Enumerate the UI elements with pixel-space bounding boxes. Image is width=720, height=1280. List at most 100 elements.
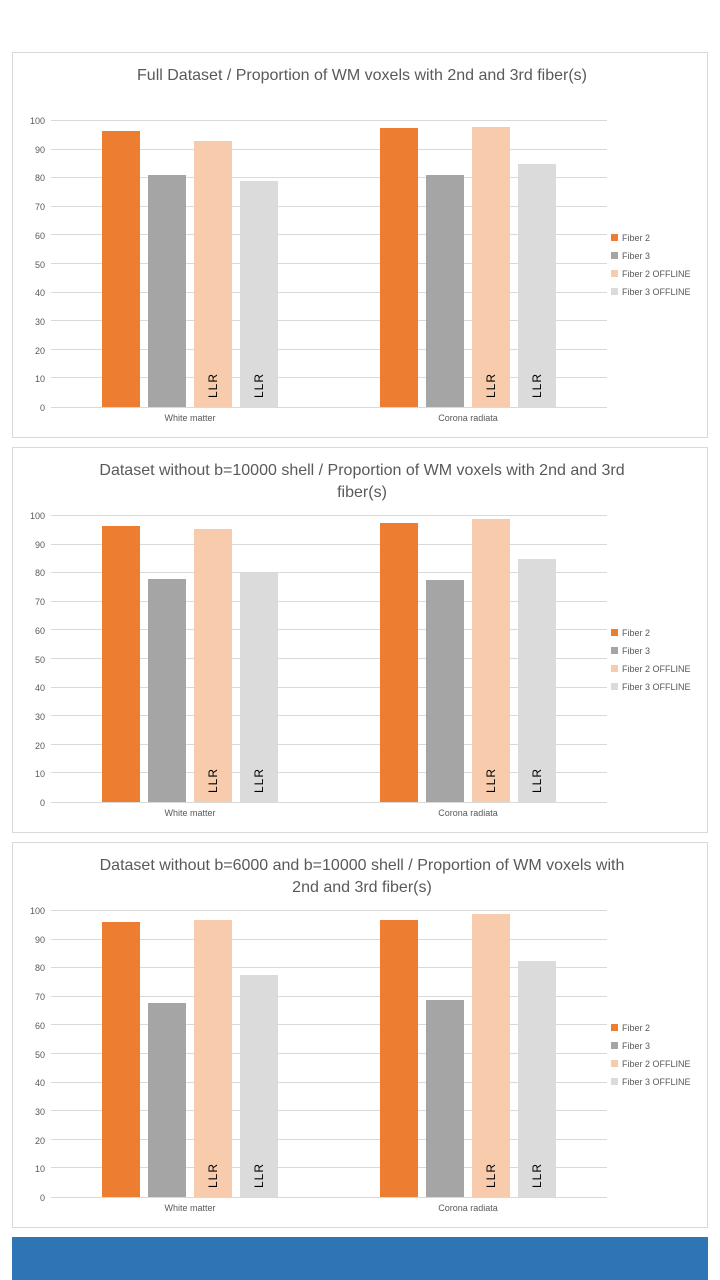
gridline bbox=[51, 1081, 607, 1083]
legend-color-swatch bbox=[611, 1060, 618, 1067]
bar-group: LLR LLR bbox=[51, 121, 329, 407]
gridline bbox=[51, 1053, 607, 1054]
gridline bbox=[51, 1110, 607, 1112]
legend: Fiber 2 Fiber 3 Fiber 2 OFFLINE Fiber 3 OFF… bbox=[607, 516, 703, 803]
footer-bar bbox=[12, 1237, 708, 1280]
gridline bbox=[51, 772, 607, 774]
gridline bbox=[51, 348, 607, 350]
gridline bbox=[51, 715, 607, 717]
bar bbox=[102, 922, 140, 1197]
gridline bbox=[51, 377, 607, 379]
legend: Fiber 2 Fiber 3 Fiber 2 OFFLINE Fiber 3 OFF… bbox=[607, 121, 703, 408]
bar: LLR bbox=[194, 919, 232, 1197]
chart-title: Full Dataset / Proportion of WM voxels w… bbox=[137, 67, 587, 84]
gridline bbox=[51, 1138, 607, 1140]
legend-item: Fiber 3 OFFLINE bbox=[611, 682, 703, 692]
bar bbox=[426, 580, 464, 802]
gridline bbox=[51, 629, 607, 631]
chart-panel: Dataset without b=6000 and b=10000 shell… bbox=[12, 842, 708, 1228]
legend-item: Fiber 3 OFFLINE bbox=[611, 1077, 703, 1087]
legend-label: Fiber 2 OFFLINE bbox=[622, 663, 691, 674]
gridline bbox=[51, 234, 607, 236]
gridline bbox=[51, 686, 607, 688]
y-tick-label: 10 bbox=[34, 769, 45, 780]
y-tick-label: 80 bbox=[34, 173, 45, 184]
bar bbox=[426, 999, 464, 1197]
bar-llr-label: LLR bbox=[484, 372, 498, 398]
y-tick-label: 60 bbox=[34, 230, 45, 241]
legend-item: Fiber 2 bbox=[611, 1023, 703, 1033]
y-tick-label: 50 bbox=[34, 259, 45, 270]
legend-color-swatch bbox=[611, 288, 618, 295]
y-tick-label: 0 bbox=[39, 798, 45, 808]
legend-label: Fiber 2 bbox=[622, 627, 651, 638]
y-tick-label: 30 bbox=[34, 1106, 45, 1117]
x-axis-label: Corona radiata bbox=[438, 1203, 498, 1213]
x-axis-label: Corona radiata bbox=[438, 808, 498, 818]
bar bbox=[380, 128, 418, 407]
gridline bbox=[51, 177, 607, 179]
y-tick-label: 40 bbox=[34, 1078, 45, 1089]
y-axis: 0 10 20 30 40 50 60 70 80 90 100 bbox=[21, 511, 51, 808]
gridline bbox=[51, 600, 607, 602]
bar: LLR bbox=[240, 181, 278, 407]
gridline bbox=[51, 572, 607, 574]
bar-group: LLR LLR bbox=[329, 121, 607, 407]
bar bbox=[148, 175, 186, 407]
plot-column: LLR LLR LLR LLR White matter Corona radiata bbox=[51, 120, 607, 423]
y-tick-label: 40 bbox=[34, 288, 45, 299]
plot-area: LLR LLR LLR LLR bbox=[51, 120, 607, 408]
bar bbox=[102, 526, 140, 802]
gridline bbox=[51, 205, 607, 207]
gridline bbox=[51, 120, 607, 121]
legend-item: Fiber 2 bbox=[611, 628, 703, 638]
bar bbox=[380, 523, 418, 802]
y-tick-label: 20 bbox=[34, 345, 45, 356]
chart-body: 0 10 20 30 40 50 60 70 80 90 100 LLR LLR LLR LLR Whit… bbox=[21, 906, 703, 1213]
y-tick-label: 90 bbox=[34, 144, 45, 155]
gridline bbox=[51, 938, 607, 940]
y-tick-label: 20 bbox=[34, 1135, 45, 1146]
x-axis: White matter Corona radiata bbox=[51, 413, 607, 423]
bar-llr-label: LLR bbox=[252, 372, 266, 398]
y-tick-label: 20 bbox=[34, 740, 45, 751]
bar-llr-label: LLR bbox=[206, 372, 220, 398]
legend-label: Fiber 2 OFFLINE bbox=[622, 1058, 691, 1069]
bar-llr-label: LLR bbox=[530, 1162, 544, 1188]
gridline bbox=[51, 1167, 607, 1169]
legend-label: Fiber 2 bbox=[622, 1022, 651, 1033]
bar-groups: LLR LLR LLR LLR bbox=[51, 911, 607, 1197]
bar-group: LLR LLR bbox=[51, 516, 329, 802]
legend-label: Fiber 2 bbox=[622, 232, 651, 243]
bar-llr-label: LLR bbox=[530, 767, 544, 793]
y-tick-label: 10 bbox=[34, 374, 45, 385]
legend-item: Fiber 3 OFFLINE bbox=[611, 287, 703, 297]
bar: LLR bbox=[472, 913, 510, 1197]
bar-llr-label: LLR bbox=[484, 1162, 498, 1188]
bar-llr-label: LLR bbox=[484, 767, 498, 793]
plot-column: LLR LLR LLR LLR White matter Corona radiata bbox=[51, 910, 607, 1213]
gridline bbox=[51, 148, 607, 150]
legend-label: Fiber 3 OFFLINE bbox=[622, 681, 691, 692]
gridline bbox=[51, 743, 607, 745]
y-tick-label: 50 bbox=[34, 1049, 45, 1060]
bar bbox=[148, 578, 186, 802]
legend-item: Fiber 2 bbox=[611, 233, 703, 243]
bar: LLR bbox=[194, 528, 232, 802]
y-tick-label: 30 bbox=[34, 316, 45, 327]
y-tick-label: 70 bbox=[34, 202, 45, 213]
legend-color-swatch bbox=[611, 1078, 618, 1085]
y-tick-label: 100 bbox=[29, 116, 45, 126]
chart-body: 0 10 20 30 40 50 60 70 80 90 100 LLR LLR LLR LLR Whit… bbox=[21, 116, 703, 423]
legend-label: Fiber 3 bbox=[622, 1040, 651, 1051]
y-tick-label: 70 bbox=[34, 597, 45, 608]
legend-item: Fiber 2 OFFLINE bbox=[611, 664, 703, 674]
y-tick-label: 60 bbox=[34, 625, 45, 636]
chart-panel: Full Dataset / Proportion of WM voxels w… bbox=[12, 52, 708, 438]
legend-item: Fiber 3 bbox=[611, 251, 703, 261]
y-tick-label: 30 bbox=[34, 711, 45, 722]
legend-label: Fiber 3 OFFLINE bbox=[622, 286, 691, 297]
y-axis: 0 10 20 30 40 50 60 70 80 90 100 bbox=[21, 906, 51, 1203]
plot-area: LLR LLR LLR LLR bbox=[51, 515, 607, 803]
bar-llr-label: LLR bbox=[252, 1162, 266, 1188]
